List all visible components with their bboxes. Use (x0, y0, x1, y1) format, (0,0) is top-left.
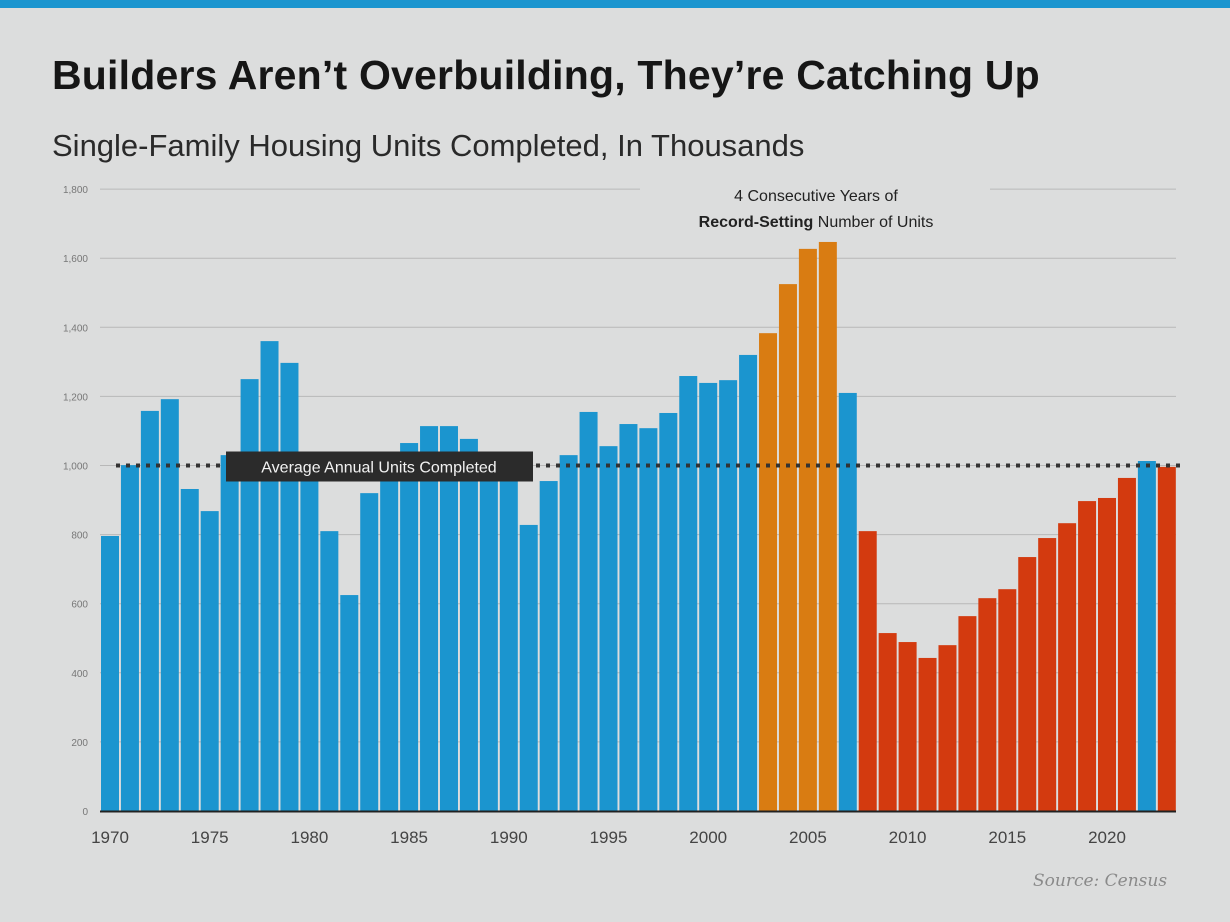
bar-1976 (220, 455, 239, 811)
bar-2012 (938, 645, 957, 811)
y-tick-label: 600 (71, 600, 88, 611)
bar-2005 (798, 248, 817, 811)
y-tick-label: 800 (71, 531, 88, 542)
x-tick-label: 1970 (91, 828, 129, 847)
x-tick-label: 1980 (290, 828, 328, 847)
top-accent-bar (0, 0, 1230, 8)
bar-1983 (360, 493, 379, 811)
y-tick-label: 1,600 (63, 254, 88, 265)
bar-2002 (739, 354, 758, 811)
bar-1985 (400, 443, 419, 811)
bar-2019 (1078, 501, 1097, 811)
x-tick-label: 2015 (988, 828, 1026, 847)
bar-1984 (380, 456, 399, 811)
bar-1990 (499, 477, 518, 811)
bar-1975 (200, 511, 219, 811)
bar-1977 (240, 379, 259, 811)
bar-2009 (878, 633, 897, 811)
bar-1981 (320, 531, 339, 811)
bar-2022 (1137, 461, 1156, 811)
bar-2011 (918, 657, 937, 811)
x-tick-label: 2000 (689, 828, 727, 847)
bar-1987 (439, 426, 458, 811)
annotation-bold: Record-Setting (699, 214, 814, 231)
x-tick-label: 1995 (590, 828, 628, 847)
y-tick-label: 1,200 (63, 392, 88, 403)
bar-2003 (759, 333, 778, 811)
x-tick-label: 1975 (191, 828, 229, 847)
bar-2018 (1058, 523, 1077, 811)
x-tick-label: 2020 (1088, 828, 1126, 847)
annotation-rest: Number of Units (813, 214, 933, 231)
bar-2004 (778, 284, 797, 811)
bar-2013 (958, 616, 977, 811)
annotation-line2: Record-Setting Number of Units (699, 214, 934, 231)
y-tick-label: 1,800 (63, 185, 88, 196)
x-tick-label: 2005 (789, 828, 827, 847)
bar-1998 (659, 412, 678, 811)
bar-1978 (260, 341, 279, 811)
x-tick-label: 1985 (390, 828, 428, 847)
bar-1996 (619, 424, 638, 811)
bar-2001 (719, 380, 738, 811)
bar-1970 (101, 535, 119, 811)
bar-2017 (1038, 538, 1057, 811)
bar-1971 (120, 465, 139, 811)
x-tick-label: 1990 (490, 828, 528, 847)
bar-1989 (479, 456, 498, 811)
bar-2006 (818, 241, 837, 812)
annotation-line1: 4 Consecutive Years of (734, 188, 898, 205)
bar-2015 (998, 589, 1017, 811)
y-tick-label: 1,400 (63, 323, 88, 334)
bar-1991 (519, 524, 538, 811)
bar-1986 (420, 426, 439, 811)
average-label: Average Annual Units Completed (261, 460, 496, 477)
bar-1980 (300, 480, 319, 811)
chart-title: Builders Aren’t Overbuilding, They’re Ca… (52, 52, 1040, 98)
source-note: Source: Census (1033, 871, 1168, 891)
bar-1979 (280, 362, 299, 811)
x-tick-label: 2010 (889, 828, 927, 847)
bar-1974 (180, 488, 199, 811)
bar-2014 (978, 598, 997, 811)
bar-1994 (579, 411, 598, 811)
bar-1988 (459, 438, 478, 811)
bar-1997 (639, 428, 658, 811)
bar-2023 (1157, 466, 1176, 811)
average-label-box (226, 451, 533, 482)
bar-2008 (858, 531, 877, 811)
bar-1995 (599, 446, 618, 811)
y-tick-label: 400 (71, 669, 88, 680)
bar-1982 (340, 595, 359, 811)
bar-2010 (898, 642, 917, 811)
bar-2021 (1117, 477, 1136, 811)
chart-subtitle: Single-Family Housing Units Completed, I… (52, 128, 805, 163)
bar-1972 (140, 410, 159, 811)
y-tick-label: 200 (71, 738, 88, 749)
bar-2020 (1098, 497, 1116, 811)
bar-1973 (160, 399, 179, 811)
y-tick-label: 1,000 (63, 462, 88, 473)
bar-2016 (1018, 557, 1037, 811)
y-tick-label: 0 (82, 807, 88, 818)
bar-1992 (539, 481, 558, 811)
bar-1999 (679, 376, 698, 811)
bar-2007 (838, 392, 857, 811)
bar-1993 (559, 455, 578, 811)
bar-2000 (699, 382, 718, 811)
